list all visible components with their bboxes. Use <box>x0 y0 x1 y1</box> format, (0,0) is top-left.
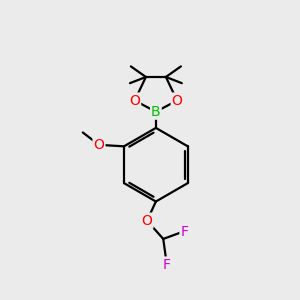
Text: O: O <box>142 214 152 228</box>
Text: F: F <box>181 225 188 239</box>
Text: F: F <box>163 257 171 272</box>
Text: O: O <box>94 138 104 152</box>
Text: O: O <box>172 94 182 107</box>
Text: B: B <box>151 105 161 119</box>
Text: O: O <box>129 94 140 107</box>
